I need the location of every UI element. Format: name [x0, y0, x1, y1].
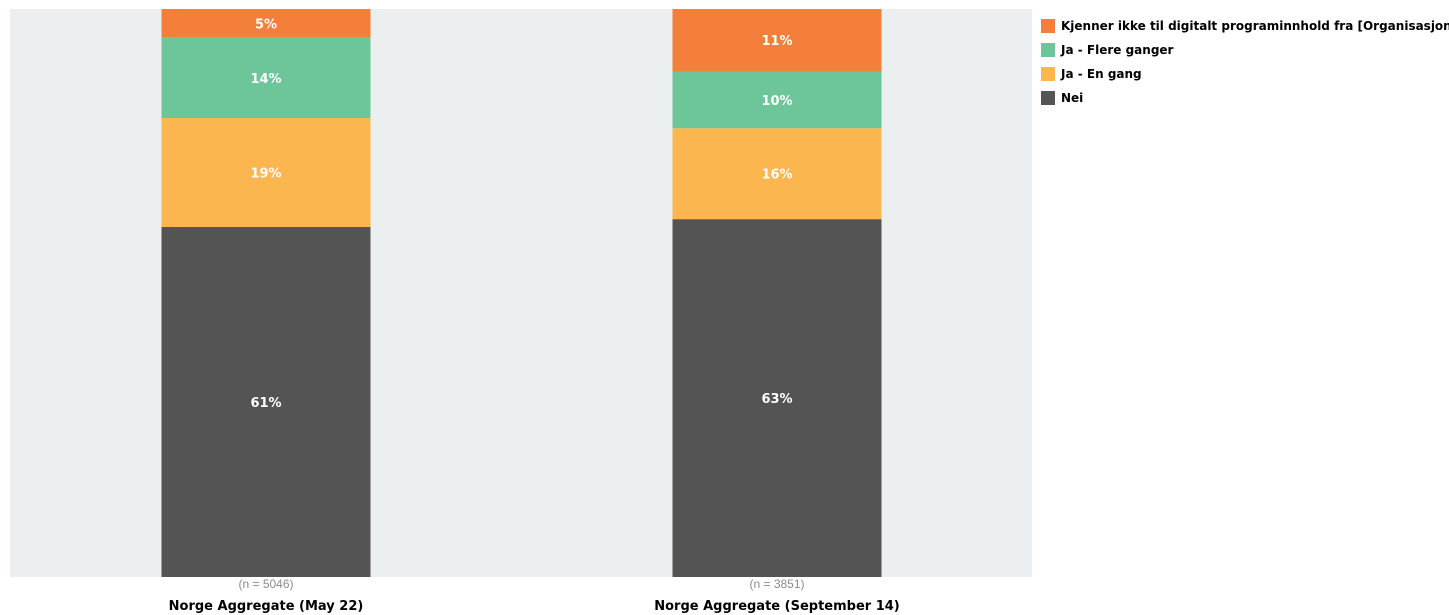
legend-swatch: [1041, 67, 1055, 81]
data-label: 16%: [761, 168, 792, 183]
bar-segment: [161, 227, 371, 577]
data-label: 19%: [250, 167, 281, 182]
data-label: 5%: [255, 17, 277, 32]
legend: Kjenner ikke til digitalt programinnhold…: [1041, 14, 1449, 110]
bar-segment: [161, 118, 371, 228]
bar-segment: [161, 37, 371, 119]
legend-swatch: [1041, 43, 1055, 57]
legend-label: Ja - Flere ganger: [1061, 43, 1174, 57]
bars-group: [161, 9, 882, 577]
legend-swatch: [1041, 19, 1055, 33]
data-label: 11%: [761, 34, 792, 49]
legend-item: Ja - En gang: [1041, 62, 1449, 86]
legend-swatch: [1041, 91, 1055, 105]
data-label: 10%: [761, 94, 792, 109]
category-label: Norge Aggregate (May 22): [169, 599, 364, 614]
bar-segment: [672, 219, 882, 577]
bar-segment: [672, 128, 882, 220]
legend-item: Ja - Flere ganger: [1041, 38, 1449, 62]
sample-size-label: (n = 3851): [749, 577, 804, 591]
category-label: Norge Aggregate (September 14): [654, 599, 900, 614]
legend-item: Nei: [1041, 86, 1449, 110]
legend-item: Kjenner ikke til digitalt programinnhold…: [1041, 14, 1449, 38]
bar-segment: [672, 71, 882, 129]
legend-label: Nei: [1061, 91, 1084, 105]
data-label: 63%: [761, 392, 792, 407]
stacked-bar-chart: 61% 19% 14% 5% (n = 5046) Norge Aggregate (Ma…: [10, 9, 1032, 614]
bar-segment: [672, 9, 882, 72]
data-label: 14%: [250, 72, 281, 87]
data-label: 61%: [250, 396, 281, 411]
sample-size-label: (n = 5046): [238, 577, 293, 591]
labels-group: 61% 19% 14% 5% (n = 5046) Norge Aggregate (Ma…: [169, 17, 900, 614]
bar-segment: [161, 9, 371, 38]
legend-label: Ja - En gang: [1061, 67, 1142, 81]
legend-label: Kjenner ikke til digitalt programinnhold…: [1061, 19, 1449, 33]
